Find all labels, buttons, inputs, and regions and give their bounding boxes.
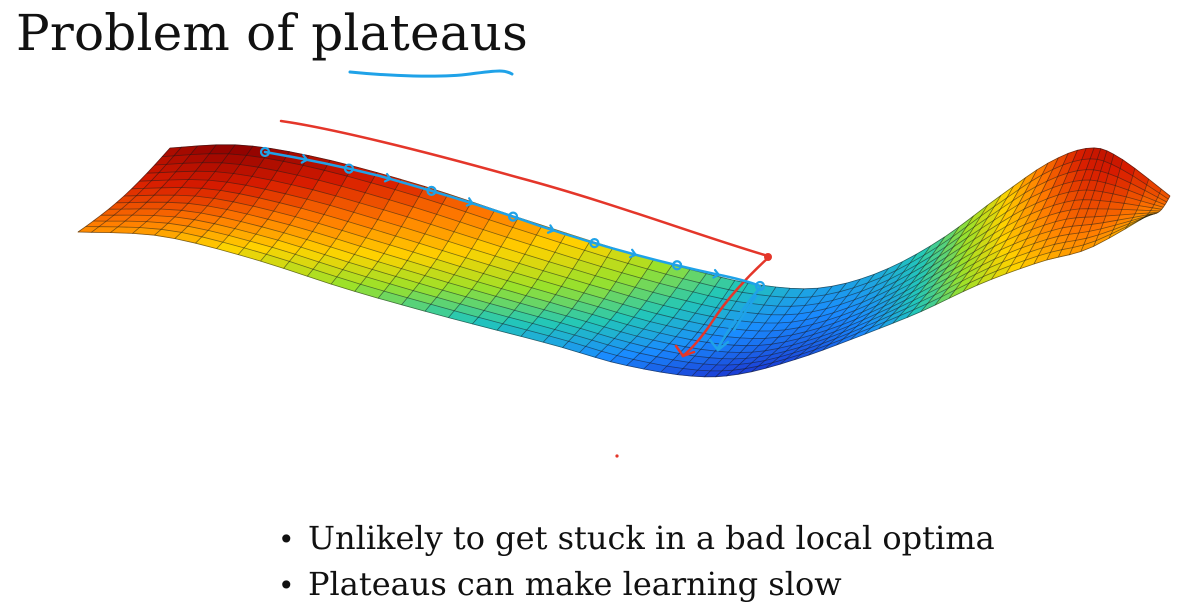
surface-gridline — [779, 278, 861, 365]
surface-gridline — [864, 236, 946, 335]
bullet-icon: • — [278, 523, 295, 556]
surface-gridline — [850, 245, 931, 340]
surface-gridline — [991, 157, 1059, 280]
surface-gridline — [794, 273, 875, 361]
surface-gridline — [808, 268, 889, 356]
surface-gridline — [195, 148, 272, 244]
surface-gridline — [1139, 188, 1162, 221]
surface-gridline — [751, 285, 833, 373]
surface-gridline — [906, 204, 988, 318]
surface-gridline — [1080, 154, 1115, 252]
surface-gridline — [132, 144, 217, 234]
surface-gridline — [892, 215, 974, 324]
surface-gridline — [1108, 168, 1136, 239]
bullet-text-1: Unlikely to get stuck in a bad local opt… — [308, 519, 995, 557]
surface-gridline — [948, 177, 1026, 299]
title-text-part2: plateaus — [311, 4, 529, 62]
surface-gridline — [610, 269, 691, 362]
surface-gridline — [962, 169, 1038, 292]
surface-gridline — [836, 253, 917, 346]
surface-gridline — [154, 144, 236, 236]
surface-gridline — [765, 282, 847, 369]
surface-gridline — [822, 261, 903, 351]
surface-gridline — [1069, 150, 1108, 255]
surface-gridline — [77, 147, 171, 233]
surface-gridline — [1057, 148, 1102, 258]
bullet-list: • Unlikely to get stuck in a bad local o… — [278, 516, 995, 608]
bullet-text-2: Plateaus can make learning slow — [308, 565, 842, 603]
bullet-item: • Plateaus can make learning slow — [278, 562, 995, 608]
surface-gridline — [1046, 147, 1095, 261]
surface-gridline — [91, 146, 182, 233]
title-text-part1: Problem of — [16, 4, 312, 62]
surface-gridline — [1019, 150, 1078, 269]
surface-gridline — [934, 186, 1014, 306]
surface-gridline — [878, 226, 960, 330]
slide-title: Problem of plateaus — [16, 6, 528, 61]
bullet-icon: • — [278, 569, 295, 602]
surface-gridline — [1149, 195, 1171, 215]
surface-gridline — [1124, 178, 1150, 230]
surface-gridline — [738, 287, 819, 375]
bullet-item: • Unlikely to get stuck in a bad local o… — [278, 516, 995, 562]
surface-gridline — [1005, 153, 1069, 275]
surface-gridline — [110, 145, 198, 233]
surface-gridline — [976, 163, 1049, 286]
surface-gridline — [920, 195, 1002, 312]
surface-gridline — [1093, 159, 1124, 247]
surface-gridline — [174, 145, 254, 239]
surface-gridline — [1033, 148, 1087, 265]
